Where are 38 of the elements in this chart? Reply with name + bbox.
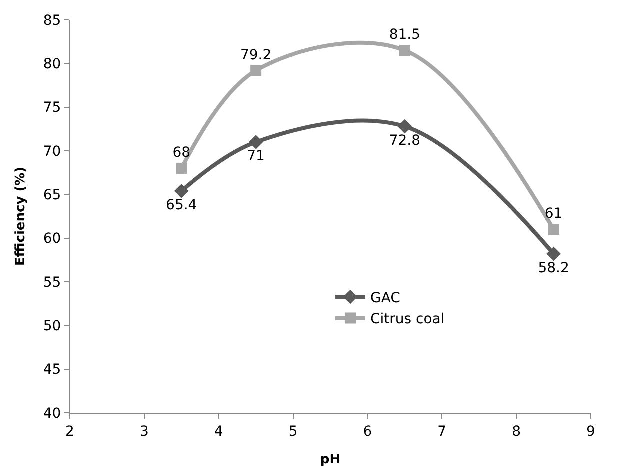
point xyxy=(174,184,189,198)
point xyxy=(248,135,264,150)
x-axis-title: pH xyxy=(320,452,341,468)
data-label: 68 xyxy=(172,145,191,162)
data-label: 72.8 xyxy=(389,132,421,149)
x-tick-label: 2 xyxy=(66,424,74,440)
x-tick-label: 9 xyxy=(586,424,596,440)
point xyxy=(250,65,262,76)
point xyxy=(398,119,412,134)
x-tick-label: 6 xyxy=(363,424,372,440)
data-label: 79.2 xyxy=(240,47,272,64)
point xyxy=(546,246,561,262)
point xyxy=(548,224,560,236)
x-tick-label: 4 xyxy=(214,424,224,440)
x-tick-label: 7 xyxy=(438,424,447,440)
data-label: 71 xyxy=(247,148,265,165)
y-tick-label: 75 xyxy=(43,100,62,116)
x-tick-label: 3 xyxy=(140,424,149,440)
y-tick-label: 80 xyxy=(43,56,62,73)
data-label: 58.2 xyxy=(538,260,570,276)
x-tick-label: 5 xyxy=(288,424,298,440)
y-tick-label: 50 xyxy=(43,318,62,335)
y-tick-label: 65 xyxy=(43,188,62,204)
y-tick-label: 85 xyxy=(43,12,62,29)
x-tick-label: 8 xyxy=(512,424,522,440)
point xyxy=(399,45,410,56)
y-tick-label: 60 xyxy=(43,231,62,248)
y-tick-label: 70 xyxy=(43,144,62,160)
y-axis-title: Efficiency (%) xyxy=(13,166,28,266)
y-tick-label: 40 xyxy=(43,406,62,422)
data-label: 81.5 xyxy=(389,27,421,44)
point xyxy=(176,162,188,174)
legend-label: Citrus coal xyxy=(370,312,445,328)
legend-label: GAC xyxy=(370,290,401,306)
y-tick-label: 55 xyxy=(43,274,62,291)
data-label: 65.4 xyxy=(166,198,198,214)
y-tick-label: 45 xyxy=(43,362,62,378)
data-label: 61 xyxy=(544,206,563,222)
